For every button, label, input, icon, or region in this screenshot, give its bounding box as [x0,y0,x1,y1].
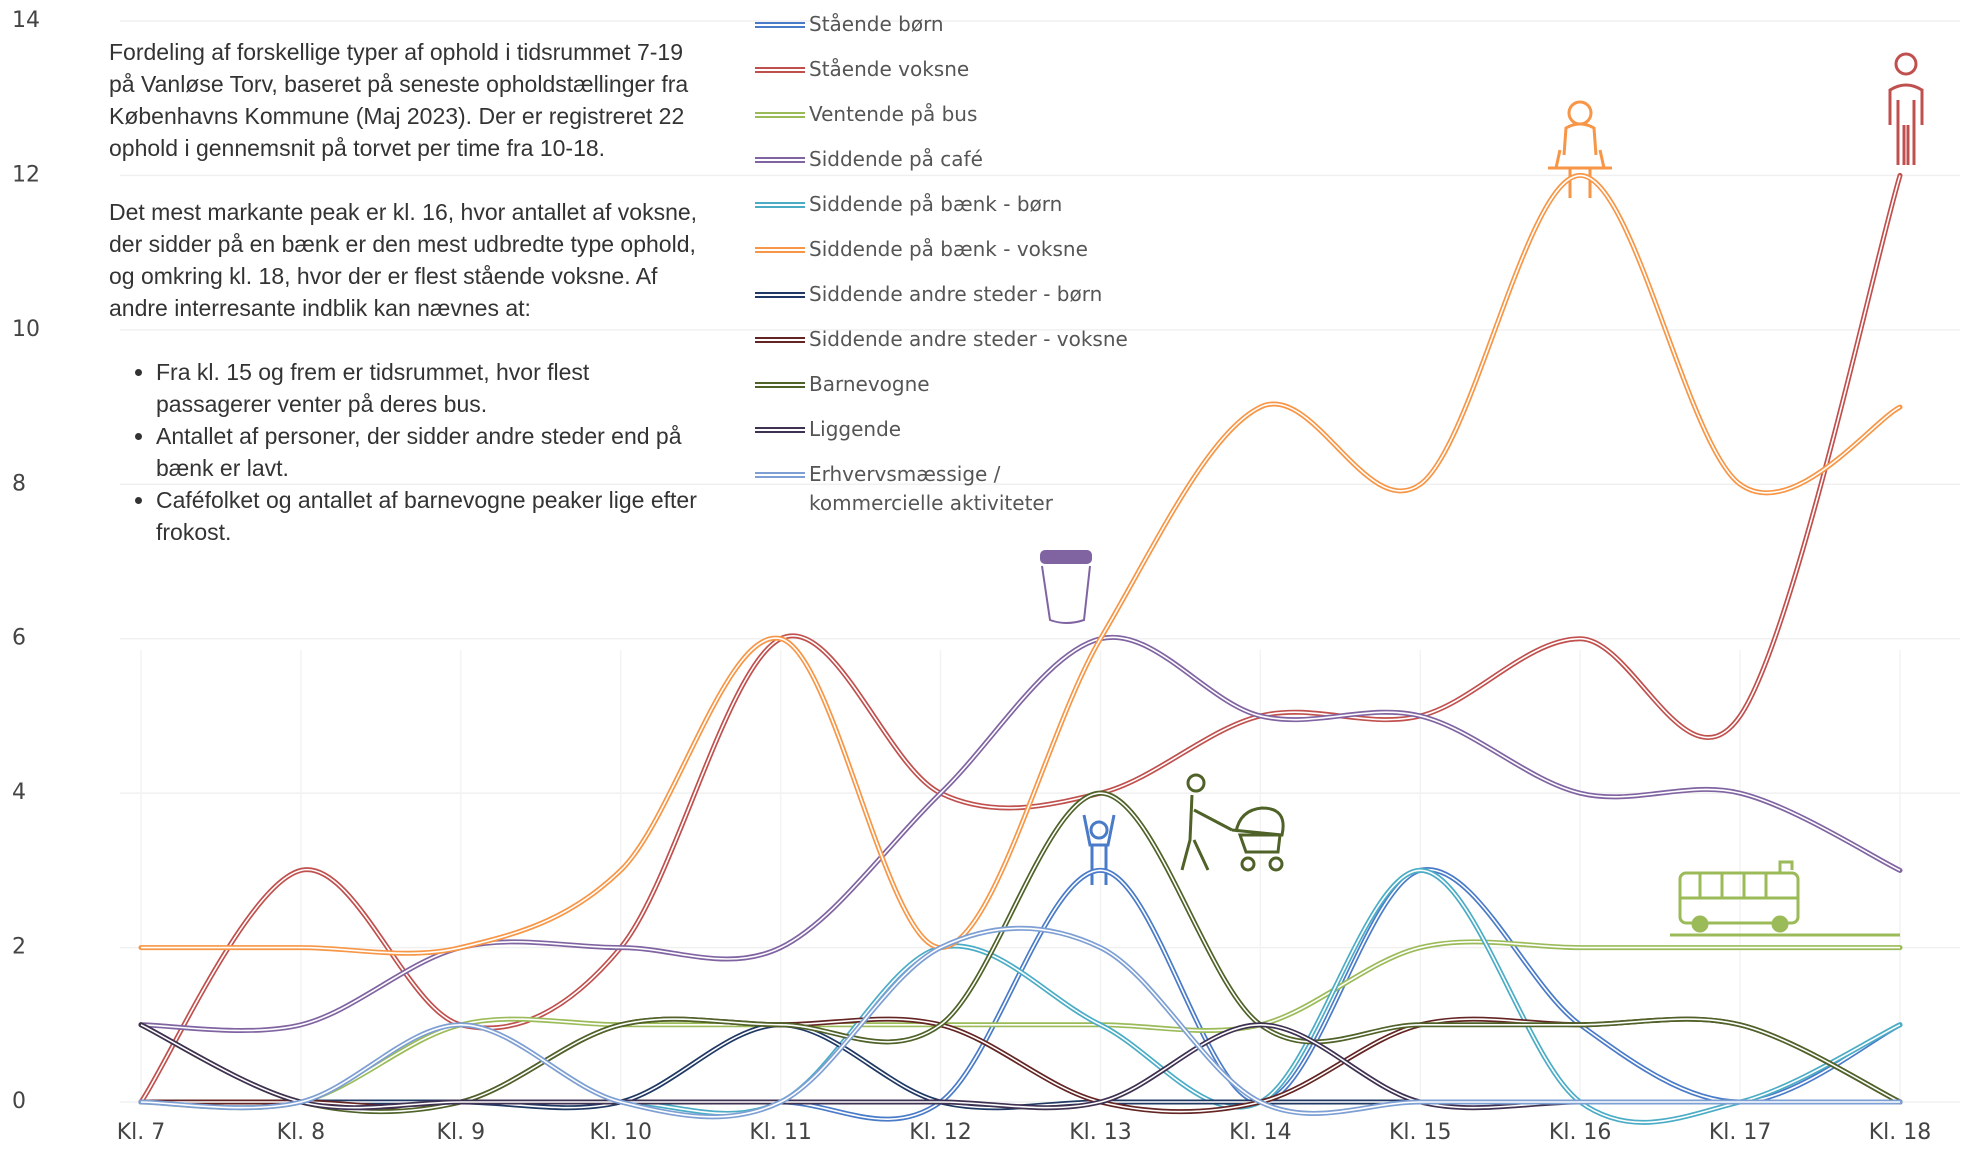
series-line [138,867,1903,1122]
icon-cup [1040,550,1092,624]
x-tick-label: Kl. 9 [437,1120,486,1145]
x-tick-label: Kl. 8 [277,1120,326,1145]
legend-swatch [755,337,805,343]
y-tick-label: 2 [12,935,26,960]
legend-label: Ventende på bus [809,102,978,126]
legend-label: Liggende [809,417,902,441]
x-tick-label: Kl. 17 [1709,1120,1772,1145]
bullet: Fra kl. 15 og frem er tidsrummet, hvor f… [156,356,699,420]
y-tick-label: 4 [12,780,26,805]
y-tick-label: 10 [12,317,40,342]
series-line-inner [141,869,1901,1124]
legend-swatch [755,157,805,163]
legend-swatch [755,247,805,253]
icon-bus [1670,860,1900,937]
icon-person-standing [1888,52,1924,165]
legend-swatch [755,202,805,208]
x-tick-label: Kl. 11 [749,1120,812,1145]
x-tick-label: Kl. 10 [589,1120,652,1145]
legend-swatch [755,22,805,28]
lines [138,172,1903,1125]
description: Fordeling af forskellige typer af ophold… [109,36,699,548]
y-tick-label: 12 [12,162,40,187]
x-tick-label: Kl. 15 [1389,1120,1452,1145]
legend-swatch [755,472,805,478]
bullet-list: Fra kl. 15 og frem er tidsrummet, hvor f… [109,356,699,548]
paragraph: Fordeling af forskellige typer af ophold… [109,39,689,161]
legend-item: Siddende andre steder - børn [755,280,1155,325]
legend-item: Siddende andre steder - voksne [755,325,1155,370]
icon-person-sitting [1548,100,1612,198]
legend-label: Siddende på café [809,147,983,171]
legend-swatch [755,427,805,433]
legend-item: Barnevogne [755,370,1155,415]
x-tick-label: Kl. 16 [1549,1120,1612,1145]
x-tick-label: Kl. 7 [117,1120,166,1145]
series-line-inner [141,868,1901,1120]
legend-label: Siddende andre steder - børn [809,282,1103,306]
legend-label: Erhvervsmæssige / kommercielle aktivitet… [809,462,1053,515]
icon-child [1082,814,1116,885]
legend-item: Liggende [755,415,1155,460]
legend-item: Siddende på bænk - voksne [755,235,1155,280]
x-tick-label: Kl. 18 [1869,1120,1932,1145]
bullet: Antallet af personer, der sidder andre s… [156,420,699,484]
series-line-inner [140,941,1900,1109]
legend-item: Siddende på bænk - børn [755,190,1155,235]
legend-label: Siddende på bænk - børn [809,192,1063,216]
x-tick-label: Kl. 13 [1069,1120,1132,1145]
legend-swatch [755,112,805,118]
y-tick-label: 6 [12,626,26,651]
legend-label: Siddende på bænk - voksne [809,237,1088,261]
legend-label: Stående voksne [809,57,970,81]
legend-item: Stående voksne [755,55,1155,100]
legend-swatch [755,382,805,388]
x-tick-label: Kl. 14 [1229,1120,1292,1145]
legend-label: Stående børn [809,12,944,36]
icon-stroller [1180,773,1285,872]
legend-label: Barnevogne [809,372,930,396]
series-line-inner [141,174,1901,955]
y-tick-label: 8 [12,471,26,496]
y-tick-label: 14 [12,8,40,33]
y-tick-label: 0 [12,1089,26,1114]
series-line-inner [140,175,1901,1103]
legend-swatch [755,67,805,73]
legend-item: Erhvervsmæssige / kommercielle aktivitet… [755,460,1155,515]
legend-item: Stående børn [755,10,1155,55]
paragraph: Det mest markante peak er kl. 16, hvor a… [109,199,698,321]
legend-label: Siddende andre steder - voksne [809,327,1128,351]
legend-item: Siddende på café [755,145,1155,190]
series-line-inner [140,927,1900,1118]
legend: Stående børn Stående voksne Ventende på bu… [755,10,1155,515]
legend-item: Ventende på bus [755,100,1155,145]
x-tick-label: Kl. 12 [909,1120,972,1145]
legend-swatch [755,292,805,298]
series-line [138,867,1903,1125]
bullet: Caféfolket og antallet af barnevogne pea… [156,484,699,548]
